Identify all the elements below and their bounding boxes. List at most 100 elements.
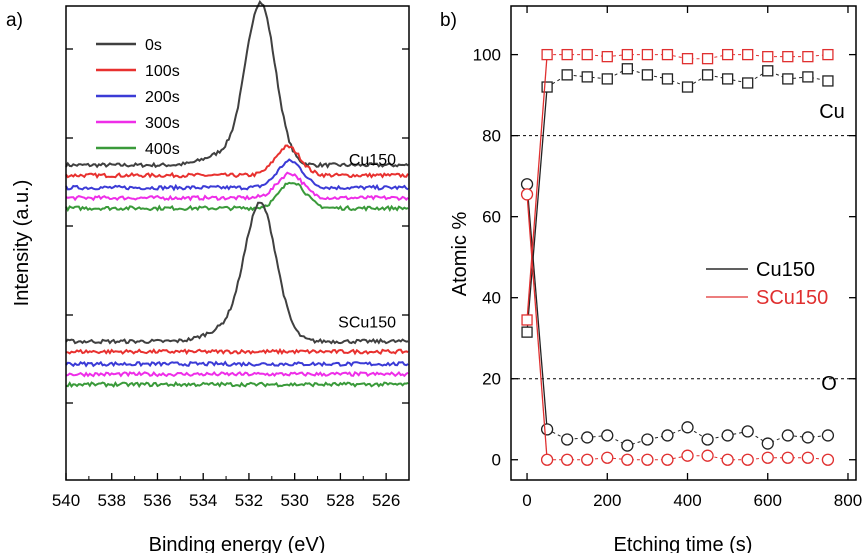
y-tick-label: 100 [473, 46, 501, 65]
spectrum-cu150-100s [65, 144, 409, 180]
panel-a-frame [65, 5, 410, 481]
spectrum-cu150-0s [65, 0, 409, 169]
marker-scu150-o [801, 451, 815, 464]
spectrum-cu150-300s [65, 171, 409, 202]
panel-b-legend: Cu150 SCu150 [706, 259, 828, 309]
atomic-percent-series [520, 48, 835, 466]
marker-cu150-o [821, 429, 835, 442]
spectrum-scu150-200s [65, 360, 409, 368]
marker-scu150-o [581, 453, 594, 466]
x-tick-label: 532 [235, 491, 263, 510]
legend-label-cu150: Cu150 [756, 259, 815, 281]
marker-scu150-o [661, 453, 674, 466]
marker-scu150-o [721, 453, 734, 466]
legend-label-400s: 400s [145, 141, 180, 158]
marker-cu150-cu [782, 73, 794, 85]
marker-scu150-o [561, 453, 574, 466]
x-tick-label: 536 [143, 491, 171, 510]
marker-cu150-o [540, 423, 554, 436]
x-tick-label: 540 [52, 491, 80, 510]
panel-a-letter: a) [6, 10, 23, 31]
panel-b-atomic-percent: 0 200 400 600 800 0 20 40 60 80 100 Cu O Cu150 SCu1… [449, 5, 862, 553]
marker-cu150-cu [521, 326, 533, 338]
dashed-line-scu150-cu [547, 54, 828, 60]
marker-cu150-o [761, 437, 774, 450]
sample-label-scu150: SCu150 [338, 314, 396, 331]
x-tick-label: 538 [98, 491, 126, 510]
marker-scu150-o [741, 453, 754, 466]
x-tick-label: 400 [673, 491, 701, 510]
marker-scu150-o [540, 453, 554, 466]
marker-cu150-o [561, 433, 574, 446]
marker-scu150-o [601, 451, 614, 464]
y-tick-label: 40 [482, 289, 501, 308]
marker-scu150-cu [521, 314, 533, 326]
marker-scu150-cu [581, 48, 593, 61]
marker-scu150-cu [782, 50, 794, 63]
marker-scu150-cu [661, 48, 674, 61]
marker-scu150-o [621, 453, 634, 466]
marker-scu150-o [781, 451, 794, 464]
marker-scu150-o [641, 453, 654, 466]
marker-cu150-o [601, 429, 614, 442]
marker-scu150-cu [681, 53, 694, 65]
marker-cu150-cu [601, 73, 613, 85]
marker-cu150-o [661, 429, 674, 442]
spectrum-scu150-300s [65, 370, 409, 378]
spectrum-scu150-0s [65, 201, 409, 345]
marker-scu150-o [520, 188, 534, 201]
marker-cu150-o [721, 429, 734, 442]
y-tick-label: 0 [492, 451, 501, 470]
marker-cu150-cu [561, 69, 573, 81]
panel-a-y-axis-title: Intensity (a.u.) [11, 180, 33, 307]
trend-line-cu150-o [526, 184, 548, 430]
marker-scu150-cu [802, 50, 814, 63]
marker-cu150-cu [802, 71, 814, 83]
legend-label-300s: 300s [145, 115, 180, 132]
marker-cu150-cu [581, 71, 593, 83]
x-tick-label: 600 [754, 491, 782, 510]
panel-a-xps-spectra: 540 538 536 534 532 530 528 526 0s 100s 200s 300s 4… [11, 0, 410, 553]
marker-cu150-cu [822, 75, 834, 87]
marker-cu150-o [681, 421, 694, 434]
dashed-line-cu150-o [546, 426, 828, 447]
legend-label-200s: 200s [145, 89, 180, 106]
marker-scu150-cu [641, 48, 654, 61]
marker-scu150-cu [601, 50, 613, 63]
marker-cu150-cu [721, 73, 734, 85]
spectrum-cu150-200s [65, 158, 409, 192]
marker-cu150-o [581, 431, 594, 444]
marker-cu150-o [701, 433, 714, 446]
marker-cu150-o [801, 431, 815, 444]
marker-cu150-o [781, 429, 794, 442]
y-tick-label: 20 [482, 370, 501, 389]
marker-cu150-cu [641, 69, 654, 81]
marker-scu150-cu [541, 48, 553, 61]
marker-scu150-o [821, 453, 835, 466]
marker-cu150-o [741, 425, 754, 438]
x-tick-label: 528 [326, 491, 354, 510]
y-tick-label: 80 [482, 127, 501, 146]
panel-b-y-axis-title: Atomic % [449, 212, 471, 297]
trend-line-scu150-cu [526, 54, 548, 321]
marker-cu150-o [621, 439, 634, 452]
marker-cu150-cu [621, 63, 633, 75]
marker-cu150-o [641, 433, 654, 446]
panel-a-legend: 0s 100s 200s 300s 400s [96, 37, 180, 158]
panel-b-x-axis-title: Etching time (s) [614, 534, 753, 553]
panel-b-letter: b) [440, 10, 457, 31]
spectrum-scu150-100s [65, 347, 409, 356]
legend-label-0s: 0s [145, 37, 162, 54]
marker-scu150-cu [721, 48, 734, 61]
legend-label-100s: 100s [145, 63, 180, 80]
region-label-cu: Cu [819, 101, 845, 123]
marker-scu150-cu [762, 50, 774, 63]
x-tick-label: 200 [593, 491, 621, 510]
x-tick-label: 530 [280, 491, 308, 510]
marker-scu150-o [701, 449, 714, 462]
marker-scu150-cu [822, 48, 834, 61]
panel-a-x-ticks: 540 538 536 534 532 530 528 526 [52, 48, 410, 510]
x-tick-label: 800 [834, 491, 862, 510]
region-label-o: O [821, 373, 837, 395]
